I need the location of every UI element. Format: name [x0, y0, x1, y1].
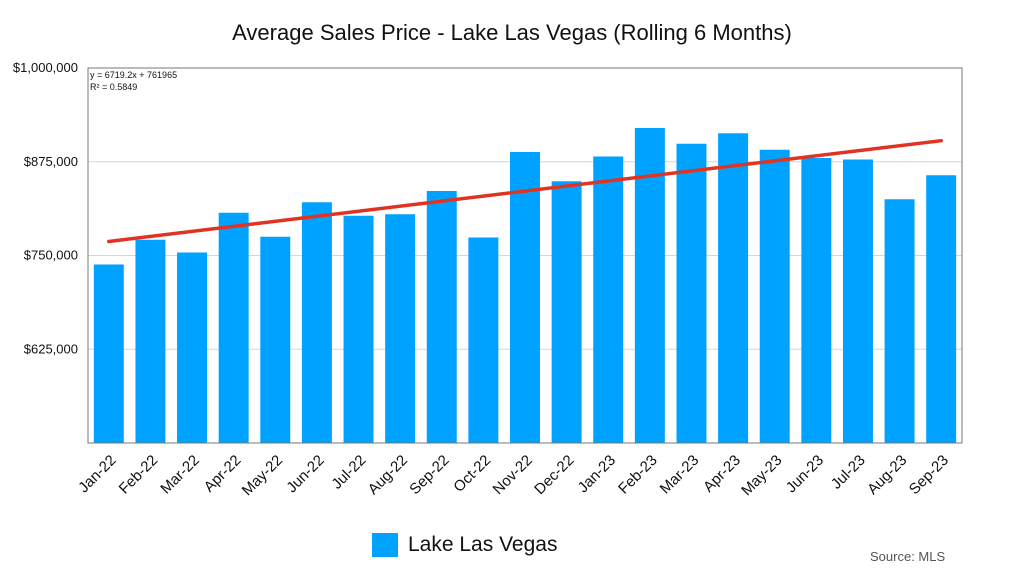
legend: Lake Las Vegas	[372, 530, 557, 560]
x-tick-label: Mar-22	[157, 452, 203, 498]
bar	[468, 237, 499, 443]
x-tick-label: Sep-23	[906, 452, 952, 498]
x-tick-label: Apr-22	[201, 452, 245, 496]
x-tick-label: Jan-23	[575, 452, 619, 496]
x-tick-label: Oct-22	[450, 452, 494, 496]
y-tick-label: $875,000	[24, 154, 78, 169]
bar	[135, 239, 166, 443]
x-tick-label: Mar-23	[657, 452, 703, 498]
bars	[93, 128, 957, 443]
x-tick-label: Sep-22	[406, 452, 452, 498]
x-tick-label: Aug-23	[864, 452, 910, 498]
legend-swatch	[372, 533, 398, 557]
bar	[510, 152, 540, 443]
bar	[676, 143, 707, 443]
x-tick-label: Jan-22	[75, 452, 119, 496]
x-tick-label: May-22	[239, 452, 286, 499]
bar	[634, 128, 665, 443]
bar	[177, 252, 208, 443]
x-tick-label: Apr-23	[700, 452, 744, 496]
bar	[801, 158, 832, 443]
bar	[93, 264, 124, 443]
bar	[343, 215, 374, 443]
x-tick-label: Jun-23	[783, 452, 827, 496]
trendline-equation: y = 6719.2x + 761965	[90, 70, 177, 80]
y-tick-label: $750,000	[24, 248, 78, 263]
trendline	[107, 138, 943, 244]
bar	[842, 159, 873, 443]
trendline-r-squared: R² = 0.5849	[90, 82, 137, 92]
bar	[718, 133, 749, 443]
plot-frame	[87, 67, 963, 444]
y-tick-label: $1,000,000	[13, 60, 78, 75]
bar	[426, 191, 457, 443]
x-tick-label: Jun-22	[283, 452, 327, 496]
legend-label: Lake Las Vegas	[408, 533, 558, 556]
bar	[260, 236, 291, 443]
x-tick-label: Jul-23	[828, 452, 869, 493]
chart-title: Average Sales Price - Lake Las Vegas (Ro…	[232, 20, 792, 45]
bar	[926, 175, 957, 443]
x-tick-label: May-23	[738, 452, 785, 499]
x-tick-label: Jul-22	[328, 452, 369, 493]
x-tick-label: Feb-23	[615, 452, 661, 498]
bar	[301, 202, 332, 443]
y-axis-ticks: $625,000 $750,000 $875,000 $1,000,000	[13, 60, 78, 356]
source-note: Source: MLS	[870, 549, 946, 564]
bar	[593, 156, 624, 443]
x-tick-label: Nov-22	[490, 452, 536, 498]
bar	[551, 181, 582, 443]
bar	[884, 199, 915, 443]
x-tick-label: Dec-22	[531, 452, 577, 498]
bar	[385, 214, 416, 443]
y-tick-label: $625,000	[24, 341, 78, 356]
bar	[218, 212, 249, 443]
bar	[759, 149, 790, 443]
x-tick-label: Feb-22	[116, 452, 162, 498]
x-tick-label: Aug-22	[365, 452, 411, 498]
